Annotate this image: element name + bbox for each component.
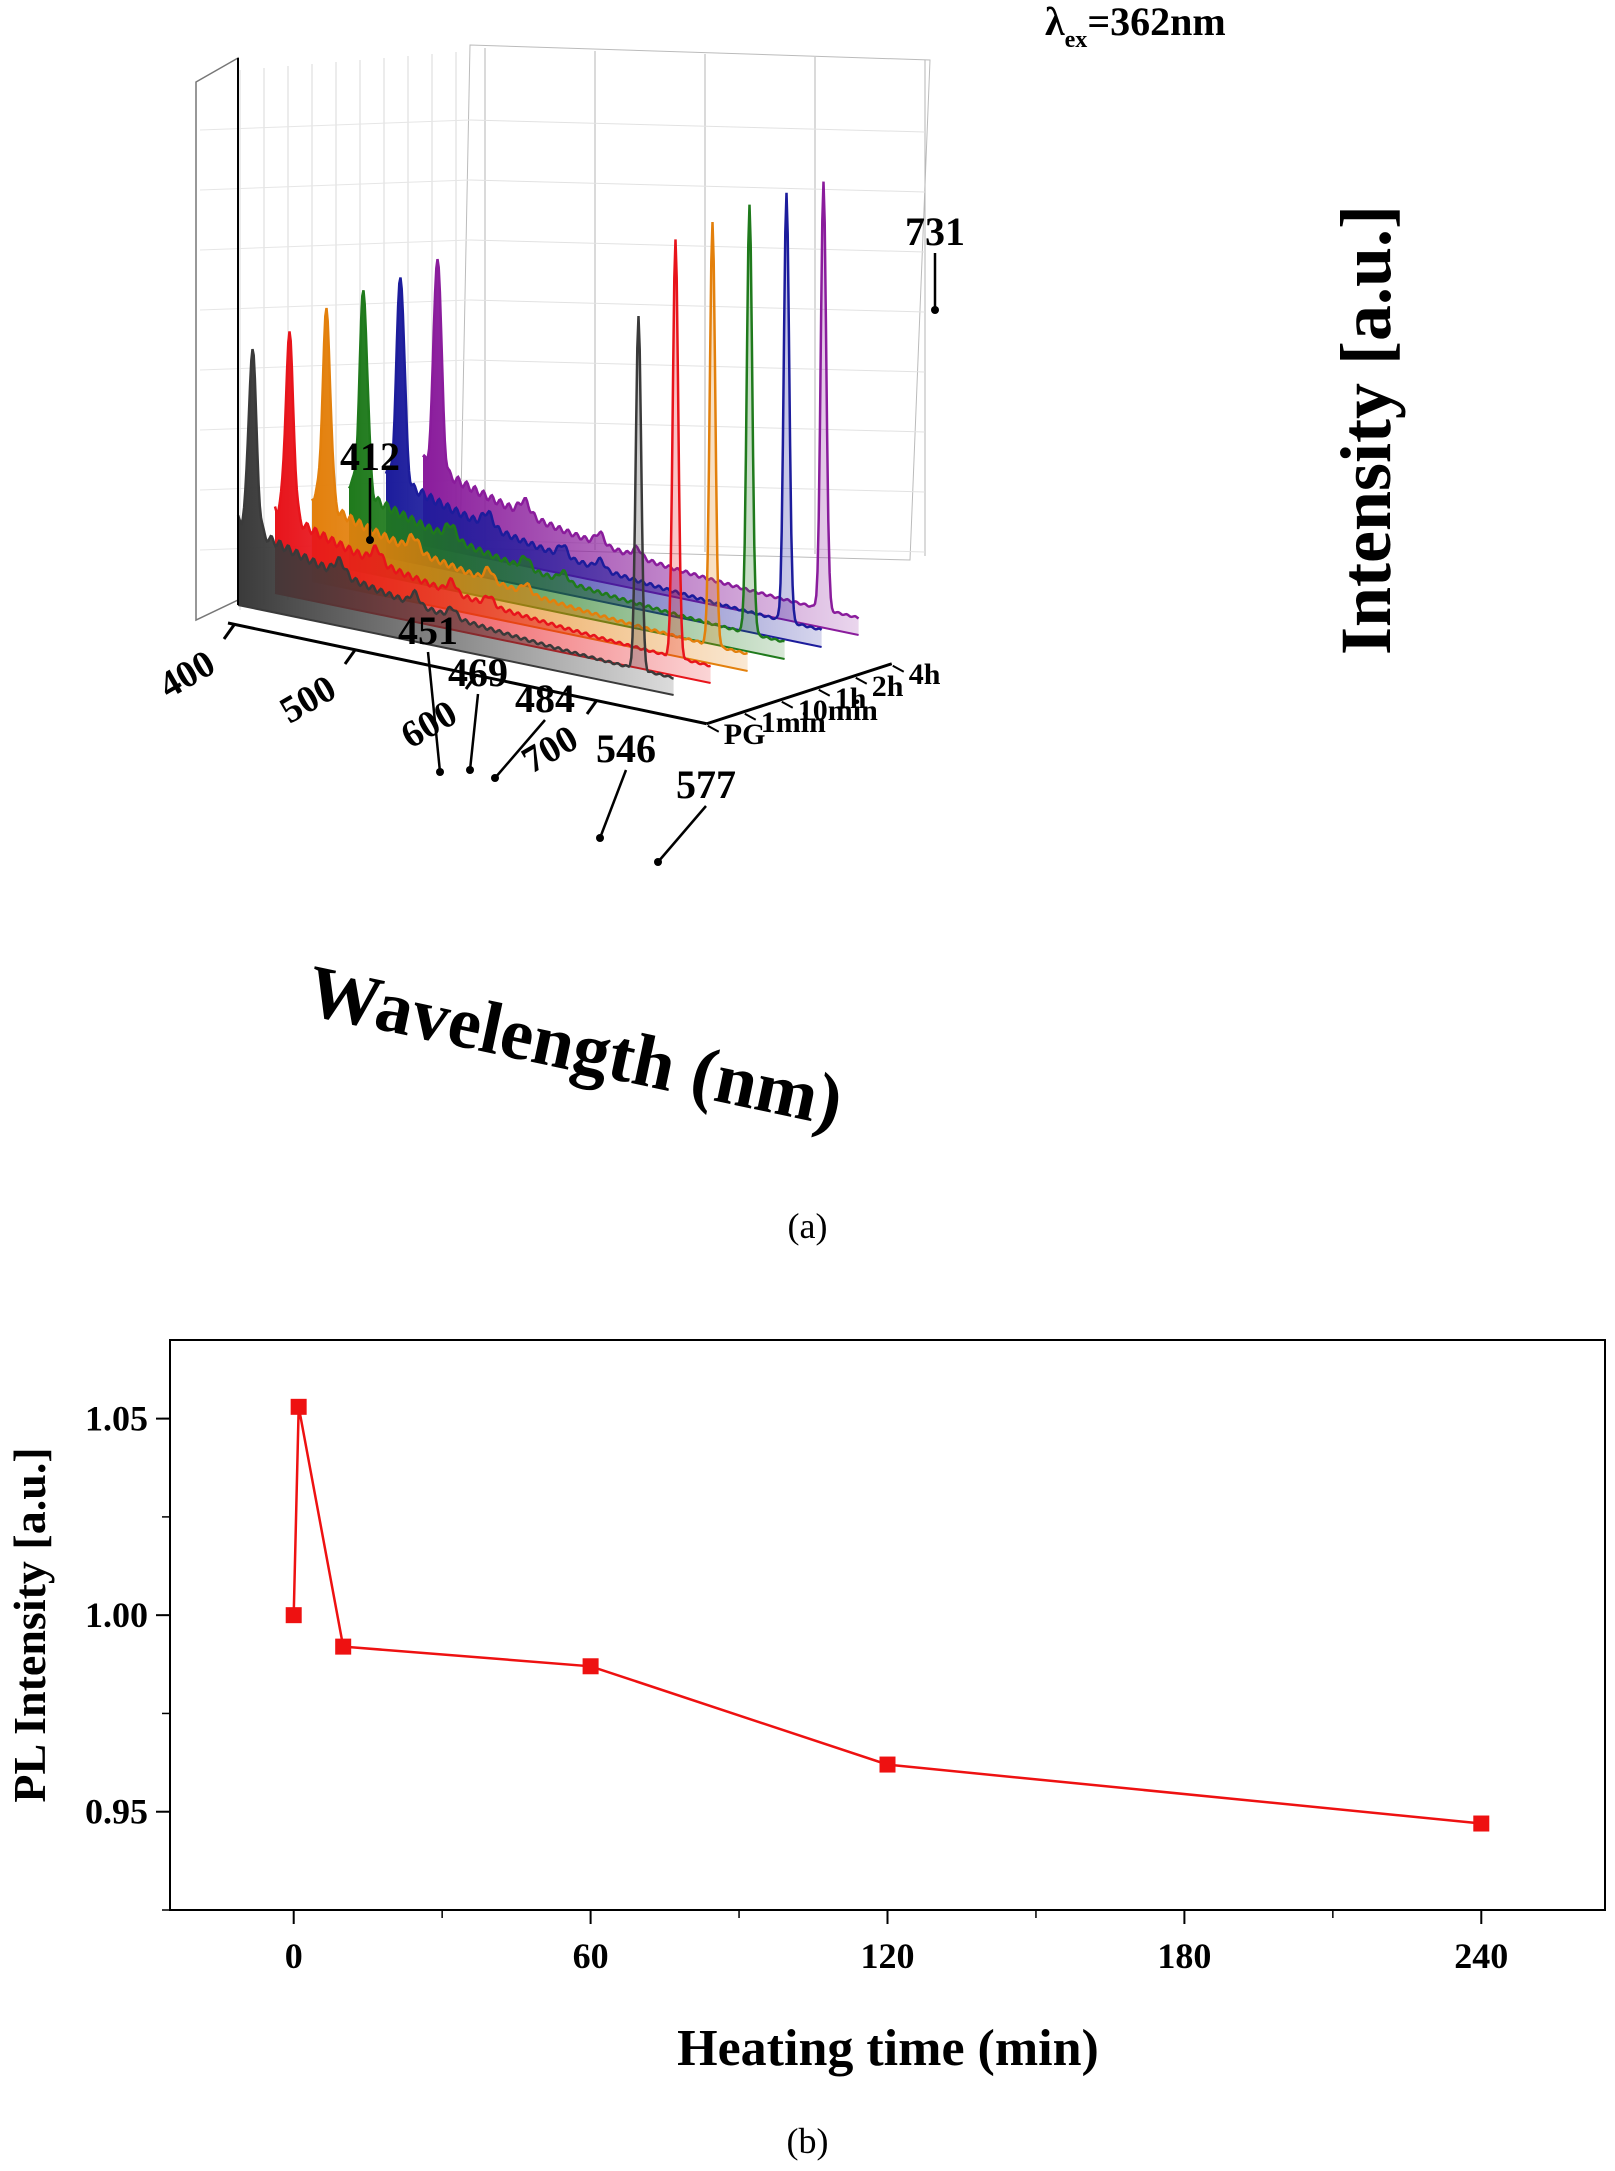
grid-line [199, 419, 471, 431]
x-tick-label: 180 [1157, 1936, 1211, 1976]
depth-tick [818, 688, 831, 697]
svg-text:λex=362nm: λex=362nm [1045, 0, 1226, 53]
back-wall-grid [195, 44, 931, 622]
series-label-1min: 1min [761, 706, 826, 739]
wavelength-tick [585, 699, 599, 715]
depth-tick [781, 700, 794, 709]
spectrum-fill-2h [386, 192, 822, 648]
series-label-PG: PG [724, 718, 766, 751]
annotation-arrow [598, 769, 628, 839]
x-tick-label: 240 [1454, 1936, 1508, 1976]
excitation-value: =362nm [1087, 0, 1225, 44]
peak-451-annotation: 451 [398, 608, 458, 653]
spectrum-fill-4h [423, 181, 859, 635]
b-series-markers [285, 1398, 1490, 1832]
grid-line [469, 419, 926, 433]
waterfall-axes [222, 58, 905, 733]
wavelength-tick [222, 624, 236, 640]
depth-tick [744, 712, 757, 721]
spectrum-fill-PG [238, 316, 674, 695]
series-label-4h: 4h [909, 658, 941, 691]
series-label-1h: 1h [835, 682, 867, 715]
b-series-line [292, 1406, 1482, 1825]
grid-line [199, 299, 471, 311]
x-tick-label: 0 [285, 1936, 303, 1976]
plot-frame [169, 1339, 1606, 1911]
y-tick-label: 1.00 [85, 1595, 148, 1635]
grid-line [469, 359, 926, 373]
excitation-sub: ex [1065, 27, 1088, 53]
spectra-series-group [236, 181, 860, 696]
spectrum-fill-1h [349, 204, 785, 659]
annotation-arrowhead [654, 858, 662, 866]
depth-axis-line [706, 662, 893, 726]
intensity-axis-label: Intensity [a.u.] [1326, 205, 1406, 655]
b-axis-ticks: 0 60 120 180 240 0.95 1.00 1.05 [85, 1399, 1508, 1976]
annotation-arrowhead [491, 774, 499, 782]
annotation-arrowhead [931, 306, 939, 314]
caption-a: (a) [787, 1206, 828, 1246]
wavelength-tick [464, 674, 478, 690]
peak-484-annotation: 484 [515, 676, 575, 721]
spectrum-fill-10min [312, 222, 748, 671]
peak-546-annotation: 546 [596, 726, 656, 771]
spectrum-line-PG [236, 315, 674, 680]
series-baseline [237, 604, 674, 696]
peak-577-annotation: 577 [676, 762, 736, 807]
heating-time-axis-label: Heating time (min) [677, 2020, 1099, 2077]
left-back-wall [195, 56, 239, 622]
caption-b: (b) [786, 2121, 829, 2161]
data-point-marker [335, 1638, 352, 1655]
wavelength-tick-label: 400 [152, 642, 222, 707]
wavelength-tick-label: 700 [515, 717, 585, 782]
data-point-marker [582, 1658, 599, 1675]
series-label-10min: 10min [798, 694, 878, 727]
grid-line [469, 299, 926, 313]
grid-line [469, 179, 926, 193]
wavelength-tick [343, 649, 357, 665]
data-point-marker [1473, 1815, 1490, 1832]
annotation-arrow [494, 719, 546, 779]
grid-line [469, 119, 926, 133]
pl-intensity-line [292, 1406, 1482, 1825]
excitation-title: λex=362nm [1045, 0, 1226, 53]
excitation-lambda: λ [1045, 0, 1065, 44]
depth-tick [892, 664, 905, 673]
annotation-arrow [468, 693, 480, 771]
data-point-marker [290, 1398, 307, 1415]
annotation-arrowhead [466, 766, 474, 774]
wavelength-tick-label: 600 [394, 692, 464, 757]
annotation-arrowhead [596, 834, 604, 842]
annotation-arrow [426, 651, 442, 773]
pl-intensity-vs-time-chart: 0 60 120 180 240 0.95 1.00 1.05 Heating time (m… [4, 1339, 1606, 2077]
x-tick-label: 60 [573, 1936, 609, 1976]
grid-line [469, 479, 926, 493]
wavelength-axis-label: Wavelength (nm) [300, 950, 850, 1143]
wavelength-axis-line [227, 621, 708, 726]
data-point-marker [285, 1607, 302, 1624]
annotation-arrowhead [436, 768, 444, 776]
y-tick-label: 0.95 [85, 1792, 148, 1832]
series-label-2h: 2h [872, 670, 904, 703]
y-tick-label: 1.05 [85, 1399, 148, 1439]
peak-469-annotation: 469 [448, 650, 508, 695]
x-tick-label: 120 [861, 1936, 915, 1976]
wavelength-tick-label: 500 [273, 667, 343, 732]
peak-731-annotation: 731 [905, 209, 965, 254]
annotation-arrow [657, 805, 707, 863]
right-back-wall [459, 44, 931, 561]
data-point-marker [879, 1756, 896, 1773]
grid-line [199, 239, 471, 251]
depth-tick [707, 724, 720, 733]
spectrum-fill-1min [275, 239, 711, 683]
grid-line [199, 119, 471, 131]
peak-412-annotation: 412 [340, 434, 400, 479]
annotation-arrowhead [366, 536, 374, 544]
pl-intensity-axis-label: PL Intensity [a.u.] [4, 1447, 55, 1802]
depth-tick [855, 676, 868, 685]
grid-line [199, 179, 471, 191]
grid-line [469, 239, 926, 253]
grid-line [199, 359, 471, 371]
